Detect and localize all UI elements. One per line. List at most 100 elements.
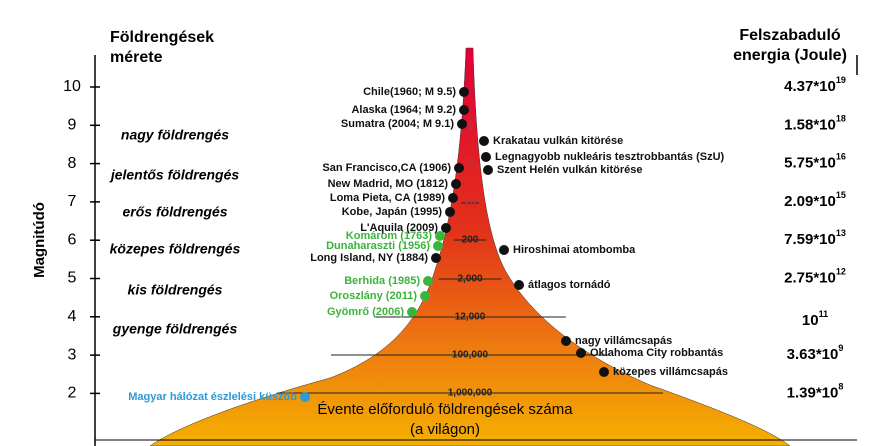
energy-label: 5.75*1016: [784, 152, 846, 172]
yearly-count: 5: [467, 158, 473, 169]
event-dot: [479, 136, 489, 146]
event-dot: [448, 193, 458, 203]
energy-exponent: 15: [836, 190, 846, 200]
energy-base: 2.75*10: [784, 269, 836, 286]
energy-exponent: 9: [838, 343, 843, 353]
yearly-count: 1,000,000: [448, 388, 493, 399]
energy-exponent: 13: [836, 229, 846, 239]
right-heading: Felszabaduló: [739, 27, 841, 44]
frequency-shape: [149, 47, 791, 446]
energy-label: 4.37*1019: [784, 75, 846, 95]
event-dot: [420, 291, 430, 301]
event-dot: [431, 253, 441, 263]
event-label: Kobe, Japán (1995): [342, 206, 443, 218]
event-label: Oroszlány (2011): [330, 290, 418, 302]
energy-exponent: 11: [819, 309, 829, 319]
energy-base: 2.09*10: [784, 193, 836, 210]
bottom-caption: Évente előforduló földrengések száma: [317, 401, 573, 418]
energy-label: 3.63*109: [787, 343, 844, 363]
event-label: Sumatra (2004; M 9.1): [341, 118, 454, 130]
event-dot: [441, 223, 451, 233]
event-dot: [451, 179, 461, 189]
event-label: Chile(1960; M 9.5): [363, 86, 456, 98]
yearly-count: 20: [464, 198, 476, 209]
energy-base: 1.39*10: [787, 384, 839, 401]
event-label: Dunaharaszti (1956): [326, 240, 430, 252]
class-label: kis földrengés: [128, 282, 223, 298]
energy-base: 5.75*10: [784, 155, 836, 172]
yearly-count: 200: [462, 235, 479, 246]
event-dot: [576, 348, 586, 358]
event-label: nagy villámcsapás: [575, 335, 672, 347]
event-dot: [514, 280, 524, 290]
event-label: Hiroshimai atombomba: [513, 244, 636, 256]
yearly-count: 1: [467, 122, 473, 133]
energy-exponent: 18: [836, 114, 846, 124]
event-dot: [459, 87, 469, 97]
event-label: átlagos tornádó: [528, 279, 611, 291]
tick-label: 8: [68, 155, 77, 172]
bottom-caption: (a világon): [410, 421, 480, 438]
event-dot: [433, 241, 443, 251]
class-label: közepes földrengés: [110, 241, 241, 257]
energy-exponent: 16: [836, 152, 846, 162]
event-dot: [561, 336, 571, 346]
energy-base: 1.58*10: [784, 116, 836, 133]
energy-label: 2.09*1015: [784, 190, 846, 210]
class-label: erős földrengés: [122, 204, 227, 220]
tick-label: 9: [68, 117, 77, 134]
event-label: Krakatau vulkán kitörése: [493, 135, 623, 147]
event-dot: [481, 152, 491, 162]
event-label: Long Island, NY (1884): [310, 252, 428, 264]
event-dot: [457, 119, 467, 129]
class-label: gyenge földrengés: [112, 321, 238, 337]
tick-label: 3: [68, 346, 77, 363]
event-label: Oklahoma City robbantás: [590, 347, 723, 359]
energy-label: 1011: [802, 309, 828, 329]
energy-label: 1.39*108: [787, 382, 844, 402]
event-dot: [459, 105, 469, 115]
tick-label: 7: [68, 193, 77, 210]
event-label: Szent Helén vulkán kitörése: [497, 164, 643, 176]
event-dot: [599, 367, 609, 377]
tick-label: 10: [63, 78, 81, 95]
tick-label: 2: [68, 385, 77, 402]
event-dot: [407, 307, 417, 317]
event-dot: [483, 165, 493, 175]
energy-exponent: 8: [838, 382, 843, 392]
event-label: New Madrid, MO (1812): [328, 178, 449, 190]
left-heading: mérete: [110, 49, 163, 66]
event-dot: [423, 276, 433, 286]
tick-label: 5: [68, 270, 77, 287]
tick-label: 4: [68, 308, 77, 325]
class-label: jelentős földrengés: [109, 167, 240, 183]
energy-exponent: 12: [836, 267, 846, 277]
energy-base: 10: [802, 312, 819, 329]
event-dot: [499, 245, 509, 255]
event-label: Magyar hálózat észlelési küszöb: [128, 391, 297, 403]
axis-title: Magnitúdó: [31, 202, 48, 278]
event-label: Komárom (1763): [346, 230, 433, 242]
event-label: Alaska (1964; M 9.2): [351, 104, 456, 116]
tick-label: 6: [68, 231, 77, 248]
class-label: nagy földrengés: [121, 127, 229, 143]
event-dot: [454, 163, 464, 173]
event-label: San Francisco,CA (1906): [322, 162, 451, 174]
yearly-count: 12,000: [455, 312, 486, 323]
energy-base: 4.37*10: [784, 78, 836, 95]
energy-exponent: 19: [836, 75, 846, 85]
energy-label: 7.59*1013: [784, 229, 846, 249]
event-label: közepes villámcsapás: [613, 366, 728, 378]
left-heading: Földrengések: [110, 29, 214, 46]
energy-base: 3.63*10: [787, 346, 839, 363]
energy-base: 7.59*10: [784, 231, 836, 248]
energy-label: 2.75*1012: [784, 267, 846, 287]
event-label: Gyömrő (2006): [327, 306, 404, 318]
event-dot: [300, 392, 310, 402]
event-label: Legnagyobb nukleáris tesztrobbantás (SzU…: [495, 151, 725, 163]
energy-label: 1.58*1018: [784, 114, 846, 134]
right-heading: energia (Joule): [733, 47, 847, 64]
yearly-count: 100,000: [452, 350, 489, 361]
event-dot: [445, 207, 455, 217]
